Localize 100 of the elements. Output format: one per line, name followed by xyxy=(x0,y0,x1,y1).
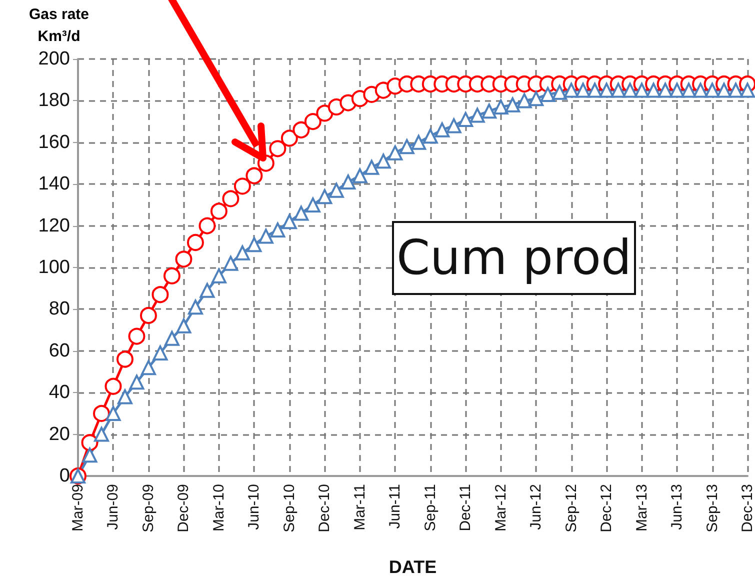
x-tick-label: Sep-11 xyxy=(422,484,439,532)
point xyxy=(140,306,157,324)
point xyxy=(470,108,485,123)
point xyxy=(234,178,251,195)
point xyxy=(388,145,403,160)
x-tick-label: Mar-12 xyxy=(492,484,510,532)
y-tick-label: 100 xyxy=(38,257,70,278)
point xyxy=(552,84,568,100)
point xyxy=(104,378,122,395)
point xyxy=(210,202,228,220)
x-tick-label: Mar-10 xyxy=(210,484,228,532)
point xyxy=(610,82,626,98)
point xyxy=(681,82,696,98)
y-tick-label: 40 xyxy=(48,382,70,404)
point xyxy=(258,228,274,244)
x-tick-label: Jun-10 xyxy=(246,484,263,530)
point xyxy=(175,250,192,268)
y-tick-label: 0 xyxy=(59,466,70,486)
point xyxy=(222,190,240,208)
point xyxy=(152,286,169,304)
x-tick-label: Sep-12 xyxy=(562,484,580,532)
point xyxy=(622,82,638,98)
point xyxy=(704,82,720,98)
point xyxy=(599,82,614,98)
point xyxy=(292,121,310,138)
x-axis-title: DATE xyxy=(388,557,437,577)
point xyxy=(211,268,226,284)
point xyxy=(94,426,109,442)
point xyxy=(446,118,462,134)
x-tick-label: Mar-13 xyxy=(633,484,650,532)
y-tick-label: 120 xyxy=(38,215,70,236)
point xyxy=(376,154,391,169)
point xyxy=(200,282,215,298)
point xyxy=(129,374,144,390)
point xyxy=(576,82,591,98)
point xyxy=(152,345,168,360)
x-tick-label: Jun-09 xyxy=(104,484,122,530)
x-tick-label: Sep-10 xyxy=(280,484,298,532)
point xyxy=(716,82,732,98)
point xyxy=(434,122,450,138)
y-tick-label: 80 xyxy=(48,298,70,320)
point xyxy=(411,134,426,150)
point xyxy=(223,256,238,271)
point xyxy=(305,197,320,212)
point xyxy=(282,214,297,230)
point xyxy=(528,91,544,106)
x-tick-label: Jun-11 xyxy=(386,484,404,529)
point xyxy=(540,86,556,102)
x-tick-label: Jun-12 xyxy=(528,484,545,530)
point xyxy=(693,82,708,98)
y-axis-title: Gas rate Km³/d xyxy=(28,5,90,47)
x-tick-label: Mar-09 xyxy=(70,484,86,532)
x-tick-label: Sep-13 xyxy=(704,484,721,532)
point xyxy=(670,82,685,98)
point xyxy=(399,139,414,154)
point xyxy=(234,245,250,260)
y-tick-label: 200 xyxy=(38,48,70,70)
point xyxy=(458,112,474,127)
x-tick-label: Dec-10 xyxy=(316,484,334,532)
point xyxy=(634,82,650,98)
y-tick-label: 140 xyxy=(38,174,70,195)
point xyxy=(116,350,134,368)
point xyxy=(294,206,309,221)
point xyxy=(269,140,286,158)
point xyxy=(328,182,344,198)
point xyxy=(304,113,322,130)
point xyxy=(740,82,755,98)
x-tick-label: Dec-09 xyxy=(175,484,192,532)
point xyxy=(493,99,508,114)
point xyxy=(198,217,216,234)
point xyxy=(516,93,532,108)
point xyxy=(505,97,520,112)
point xyxy=(587,82,602,98)
point xyxy=(82,448,98,463)
point xyxy=(117,389,132,404)
point xyxy=(128,328,146,345)
point xyxy=(364,160,380,175)
point xyxy=(188,300,203,315)
point xyxy=(246,167,263,184)
point xyxy=(646,82,662,98)
y-tick-label: 160 xyxy=(38,132,70,153)
point xyxy=(422,128,438,144)
y-tick-label: 20 xyxy=(48,424,70,445)
point xyxy=(352,168,368,184)
x-tick-label: Mar-11 xyxy=(351,484,368,530)
point xyxy=(728,82,744,98)
point xyxy=(93,404,110,422)
y-tick-label: 60 xyxy=(48,340,70,362)
point xyxy=(270,222,286,238)
y-tick-label: 180 xyxy=(38,90,70,112)
point xyxy=(340,174,356,190)
point xyxy=(316,104,334,122)
point xyxy=(658,82,673,98)
point xyxy=(81,434,98,452)
point xyxy=(246,237,262,252)
point xyxy=(163,267,180,284)
point xyxy=(317,189,332,204)
x-tick-label: Dec-13 xyxy=(739,484,755,532)
point xyxy=(186,234,204,251)
x-tick-label: Sep-09 xyxy=(140,484,157,532)
